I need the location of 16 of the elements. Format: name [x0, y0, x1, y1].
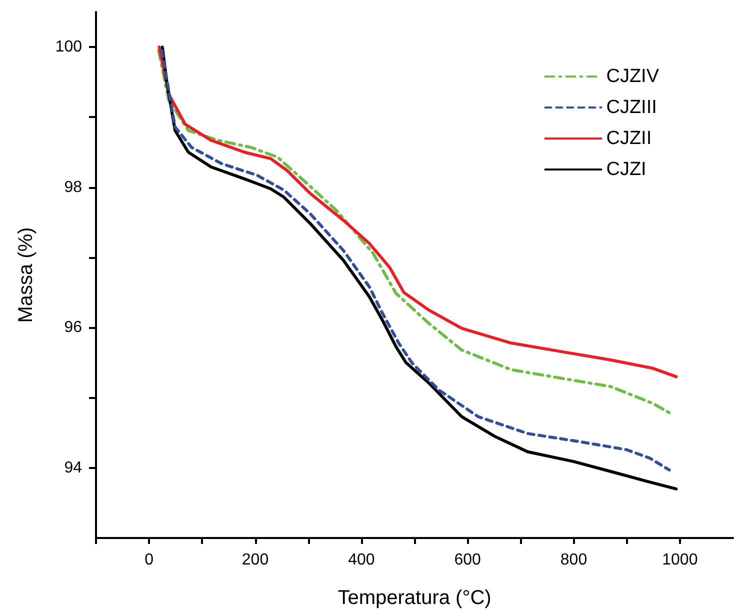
legend-label: CJZIV [606, 66, 660, 87]
y-tick-label: 98 [64, 178, 82, 196]
y-axis-title: Massa (%) [15, 227, 37, 323]
legend-label: CJZII [606, 128, 652, 149]
y-tick-label: 96 [64, 319, 82, 336]
legend-label: CJZIII [606, 97, 657, 118]
x-tick-label: 400 [348, 552, 375, 568]
x-axis-title: Temperatura (°C) [338, 587, 492, 609]
x-tick-label: 1000 [662, 552, 698, 568]
y-tick-label: 94 [64, 459, 82, 476]
x-tick-label: 600 [454, 552, 482, 568]
x-tick-label: 0 [144, 552, 154, 568]
legend-label: CJZI [606, 159, 646, 180]
x-tick-label: 200 [242, 552, 269, 568]
x-tick-label: 800 [560, 552, 588, 568]
y-tick-label: 100 [55, 38, 82, 56]
